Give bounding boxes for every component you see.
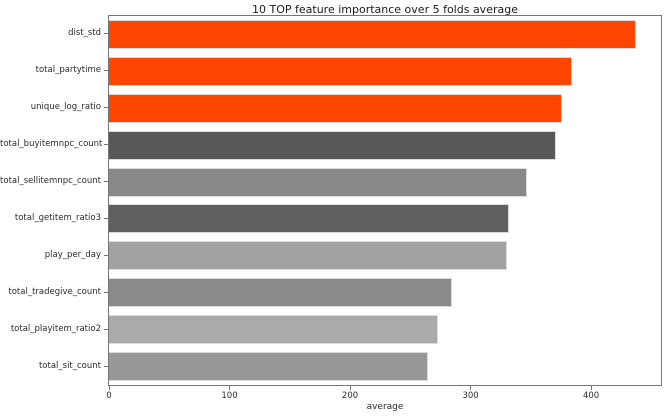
y-tick-label: total_sit_count bbox=[38, 360, 101, 371]
x-tick-mark bbox=[229, 386, 231, 390]
bar-dist_std bbox=[109, 19, 636, 49]
y-tick-label: total_getitem_ratio3 bbox=[14, 212, 101, 223]
y-tick-label: total_partytime bbox=[35, 65, 101, 76]
bar-play_per_day bbox=[109, 241, 507, 271]
bar-total_sit_count bbox=[109, 352, 428, 382]
y-tick-label: total_tradegive_count bbox=[8, 286, 101, 297]
y-tick-label: unique_log_ratio bbox=[30, 102, 101, 113]
x-tick-label: 100 bbox=[221, 391, 238, 401]
y-tick-label: total_playitem_ratio2 bbox=[10, 323, 101, 334]
x-axis-label: average bbox=[366, 402, 404, 412]
y-tick-label: play_per_day bbox=[44, 249, 101, 260]
x-tick-label: 0 bbox=[106, 391, 112, 401]
chart-title: 10 TOP feature importance over 5 folds a… bbox=[252, 3, 518, 16]
bar-unique_log_ratio bbox=[109, 93, 562, 123]
x-tick-mark bbox=[349, 386, 351, 390]
x-tick-mark bbox=[590, 386, 592, 390]
bar-total_buyitemnpc_count bbox=[109, 130, 556, 160]
bar-total_playitem_ratio2 bbox=[109, 315, 438, 345]
x-tick-label: 300 bbox=[462, 391, 479, 401]
bar-total_partytime bbox=[109, 56, 572, 86]
bar-total_sellitemnpc_count bbox=[109, 167, 527, 197]
x-tick-mark bbox=[470, 386, 472, 390]
bar-total_tradegive_count bbox=[109, 278, 452, 308]
x-tick-label: 400 bbox=[582, 391, 600, 401]
y-tick-label: total_buyitemnpc_count bbox=[0, 139, 103, 150]
plot-area bbox=[108, 15, 662, 386]
x-tick-mark bbox=[108, 386, 110, 390]
x-tick-label: 200 bbox=[341, 391, 359, 401]
bar-total_getitem_ratio3 bbox=[109, 204, 509, 234]
y-tick-label: total_sellitemnpc_count bbox=[0, 176, 101, 187]
y-tick-label: dist_std bbox=[68, 28, 101, 39]
